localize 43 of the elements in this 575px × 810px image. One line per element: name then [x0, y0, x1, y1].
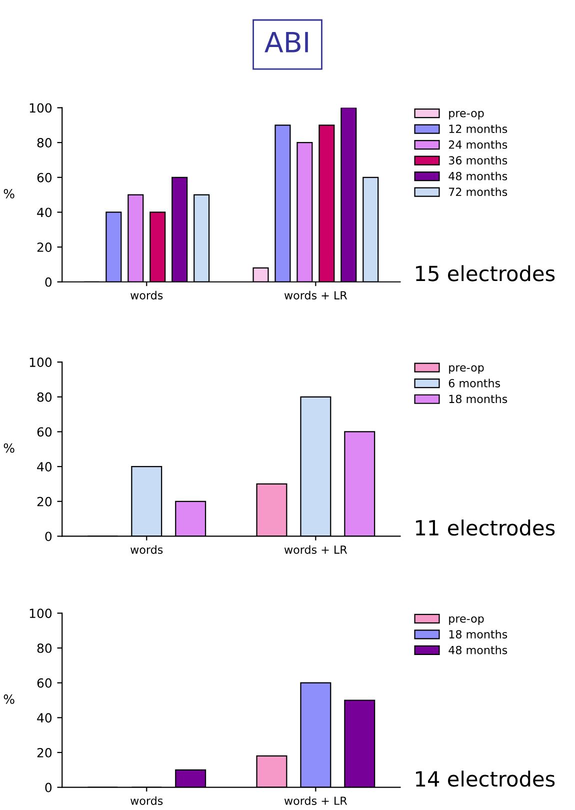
legend-label: 36 months [448, 156, 508, 165]
x-tick-label: words [130, 545, 163, 554]
y-tick-label: 60 [37, 678, 52, 688]
y-axis-title: % [4, 694, 14, 704]
y-tick-label: 0 [45, 532, 52, 542]
x-tick-label: words [130, 290, 163, 300]
y-tick-label: 100 [30, 608, 52, 618]
y-tick-label: 100 [30, 103, 52, 113]
text: 15 electrodes [416, 265, 555, 282]
y-tick-label: 60 [37, 427, 52, 437]
y-tick-label: 20 [37, 242, 52, 252]
legend-label: 72 months [449, 187, 508, 196]
x-tick-label: words + LR [284, 290, 348, 300]
y-tick-label: 40 [37, 713, 52, 723]
y-tick-label: 0 [45, 782, 52, 792]
legend-label: pre-op [449, 616, 484, 625]
legend-label: pre-op [449, 365, 484, 374]
text: 11 electrodes [416, 520, 555, 536]
legend-label: 48 months [448, 172, 508, 180]
legend-label: 18 months [449, 630, 508, 638]
y-tick-label: 80 [37, 643, 52, 653]
x-tick-label: words + LR [284, 545, 348, 554]
y-tick-label: 60 [37, 172, 52, 182]
y-tick-label: 80 [37, 392, 52, 402]
x-tick-label: words + LR [284, 796, 348, 805]
legend-label: 24 months [448, 140, 508, 149]
y-tick-label: 100 [30, 358, 52, 367]
y-tick-label: 40 [37, 208, 52, 218]
chart-title: ABI [264, 32, 308, 52]
y-axis-title: % [4, 188, 14, 198]
legend-label: 48 months [448, 646, 508, 654]
legend-label: 18 months [449, 394, 508, 404]
y-axis-title: % [4, 443, 14, 453]
legend-label: 12 months [449, 124, 508, 134]
text: 14 electrodes [416, 770, 555, 787]
y-tick-label: 20 [37, 748, 52, 758]
x-tick-label: words [130, 796, 163, 805]
y-tick-label: 20 [37, 496, 52, 506]
y-tick-label: 40 [37, 462, 52, 472]
y-tick-label: 80 [37, 138, 52, 148]
y-tick-label: 0 [45, 277, 52, 287]
legend-label: 6 months [448, 378, 500, 388]
legend-label: pre-op [449, 110, 484, 120]
